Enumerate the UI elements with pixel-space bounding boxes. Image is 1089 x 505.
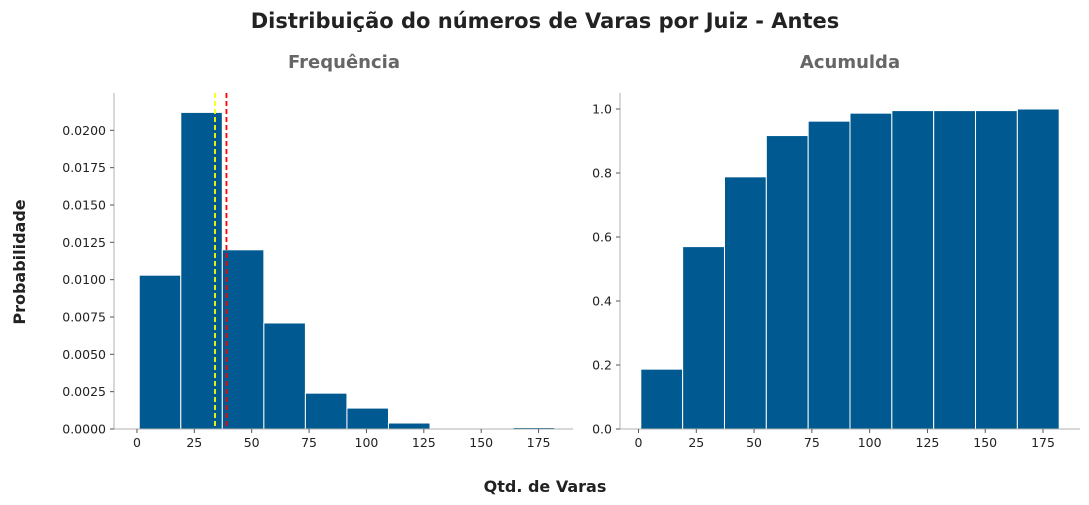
x-tick-label: 150 — [973, 435, 997, 450]
x-tick-label: 100 — [355, 435, 379, 450]
y-tick-label: 0.0175 — [62, 160, 106, 175]
y-tick-label: 0.0050 — [62, 347, 106, 362]
y-tick-label: 0.2 — [592, 358, 612, 373]
histogram-bar — [1016, 108, 1060, 430]
y-tick-label: 0.0100 — [62, 272, 106, 287]
y-tick-label: 0.0000 — [62, 422, 106, 437]
x-tick-label: 175 — [1031, 435, 1055, 450]
y-tick-label: 0.8 — [592, 166, 612, 181]
y-tick-label: 0.0125 — [62, 235, 106, 250]
figure-title: Distribuição do números de Varas por Jui… — [251, 9, 839, 33]
cumulative-histogram: 0 25 50 75 100 125 150 175 0.0 0.2 0.4 0.6 0.8 1.0 — [592, 93, 1080, 450]
x-tick-label: 125 — [916, 435, 940, 450]
histogram-bar — [933, 110, 977, 430]
y-tick-label: 0.0150 — [62, 198, 106, 213]
x-tick-label: 75 — [804, 435, 820, 450]
histogram-bar — [640, 368, 684, 430]
x-tick-label: 25 — [688, 435, 704, 450]
x-tick-label: 75 — [301, 435, 317, 450]
histogram-bar — [891, 110, 935, 430]
histogram-bar — [304, 392, 348, 430]
histogram-bar — [263, 322, 306, 430]
y-tick-label: 0.0 — [592, 422, 612, 437]
histogram-bar — [765, 135, 809, 430]
y-tick-label: 0.0075 — [62, 310, 106, 325]
x-tick-label: 0 — [133, 435, 141, 450]
x-tick-label: 25 — [186, 435, 202, 450]
x-axis-label: Qtd. de Varas — [484, 477, 607, 496]
x-tick-label: 0 — [635, 435, 643, 450]
frequency-histogram: 0 25 50 75 100 125 150 175 0.0000 0.0025 0.0050 0.0… — [62, 93, 573, 450]
y-axis-label: Probabilidade — [10, 199, 29, 324]
left-subplot-title: Frequência — [288, 52, 400, 73]
histogram-bar — [975, 110, 1018, 430]
histogram-bar — [849, 112, 893, 430]
histogram-bar — [346, 407, 389, 430]
y-tick-label: 0.0200 — [62, 123, 106, 138]
x-tick-label: 100 — [858, 435, 882, 450]
histogram-bar — [807, 120, 851, 430]
y-tick-label: 1.0 — [592, 102, 612, 117]
y-tick-label: 0.6 — [592, 230, 612, 245]
right-subplot-title: Acumulda — [800, 52, 900, 73]
histogram-bar — [221, 249, 265, 430]
histogram-bar — [387, 422, 431, 430]
y-tick-label: 0.0025 — [62, 384, 106, 399]
histogram-bar — [138, 274, 182, 430]
y-tick-label: 0.4 — [592, 294, 612, 309]
x-tick-label: 175 — [527, 435, 551, 450]
x-tick-label: 50 — [746, 435, 762, 450]
x-tick-label: 50 — [244, 435, 260, 450]
histogram-bar — [180, 111, 223, 430]
x-tick-label: 125 — [412, 435, 436, 450]
histogram-bar — [682, 246, 725, 430]
histogram-bar — [723, 176, 767, 430]
x-tick-label: 150 — [469, 435, 493, 450]
